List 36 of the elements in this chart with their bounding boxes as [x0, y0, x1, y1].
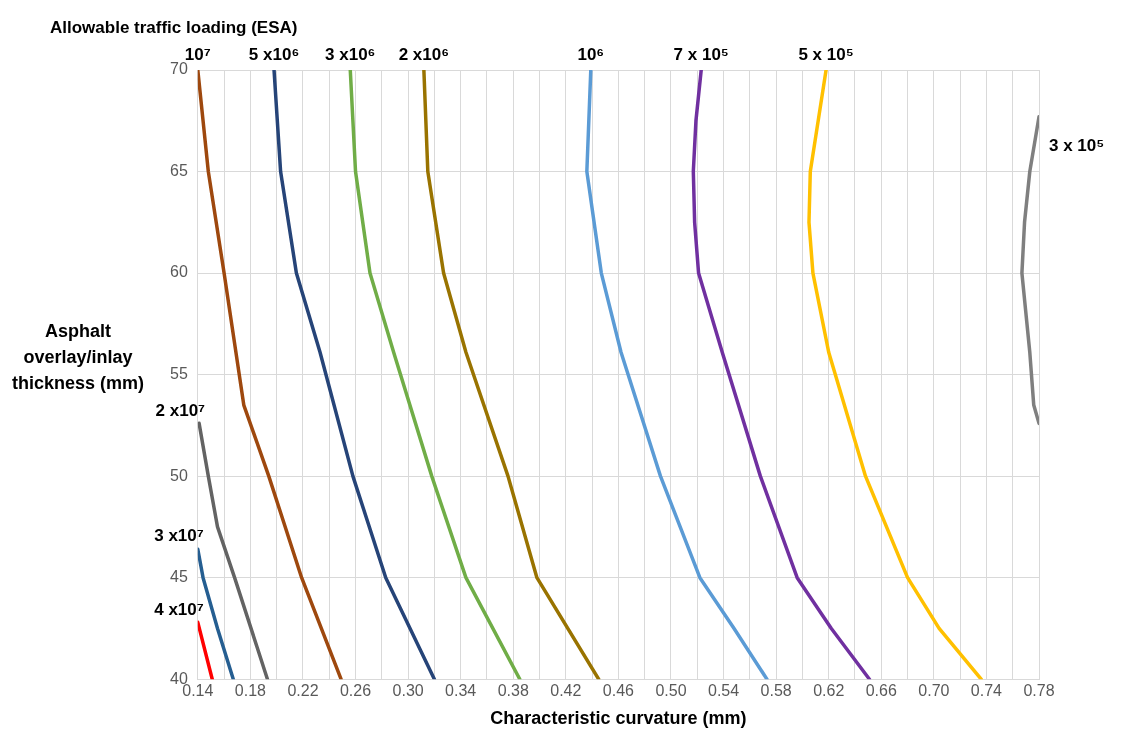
y-tick-label: 50 [170, 466, 188, 484]
series-label: 3 x10⁷ [154, 526, 204, 546]
x-tick-label: 0.46 [602, 682, 635, 700]
chart-title: Allowable traffic loading (ESA) [50, 18, 298, 38]
x-tick-label: 0.62 [813, 682, 845, 700]
series-label: 2 x10⁶ [398, 45, 450, 65]
series-label: 5 x 10⁵ [798, 45, 854, 65]
y-tick-label: 70 [170, 60, 188, 78]
x-tick-label: 0.58 [760, 682, 792, 700]
x-tick-label: 0.18 [234, 682, 267, 700]
x-tick-label: 0.26 [339, 682, 372, 700]
y-tick-label: 65 [170, 161, 188, 179]
x-tick-label: 0.38 [497, 682, 529, 700]
x-axis-title: Characteristic curvature (mm) [490, 708, 747, 729]
y-tick-label: 60 [170, 263, 188, 281]
series-label: 7 x 10⁵ [673, 45, 729, 65]
x-tick-label: 0.66 [865, 682, 897, 700]
series-label: 2 x10⁷ [155, 400, 206, 420]
x-tick-label: 0.14 [182, 682, 214, 700]
x-tick-label: 0.74 [970, 682, 1003, 700]
x-tick-label: 0.50 [655, 682, 687, 700]
x-tick-label: 0.54 [707, 682, 740, 700]
series-label: 3 x 10⁵ [1049, 136, 1105, 156]
x-tick-label: 0.30 [392, 682, 424, 700]
x-tick-label: 0.78 [1023, 682, 1055, 700]
y-tick-label: 55 [170, 365, 188, 383]
y-tick-label: 45 [170, 568, 188, 586]
series-label: 3 x10⁶ [325, 45, 376, 65]
series-label: 4 x10⁷ [154, 599, 204, 619]
x-tick-label: 0.42 [550, 682, 582, 700]
x-tick-label: 0.70 [918, 682, 950, 700]
series-label: 10⁶ [577, 45, 605, 65]
x-tick-label: 0.34 [445, 682, 477, 700]
series-label: 5 x10⁶ [248, 45, 300, 65]
y-axis-title: Asphalt overlay/inlay thickness (mm) [10, 320, 145, 395]
x-tick-label: 0.22 [287, 682, 319, 700]
